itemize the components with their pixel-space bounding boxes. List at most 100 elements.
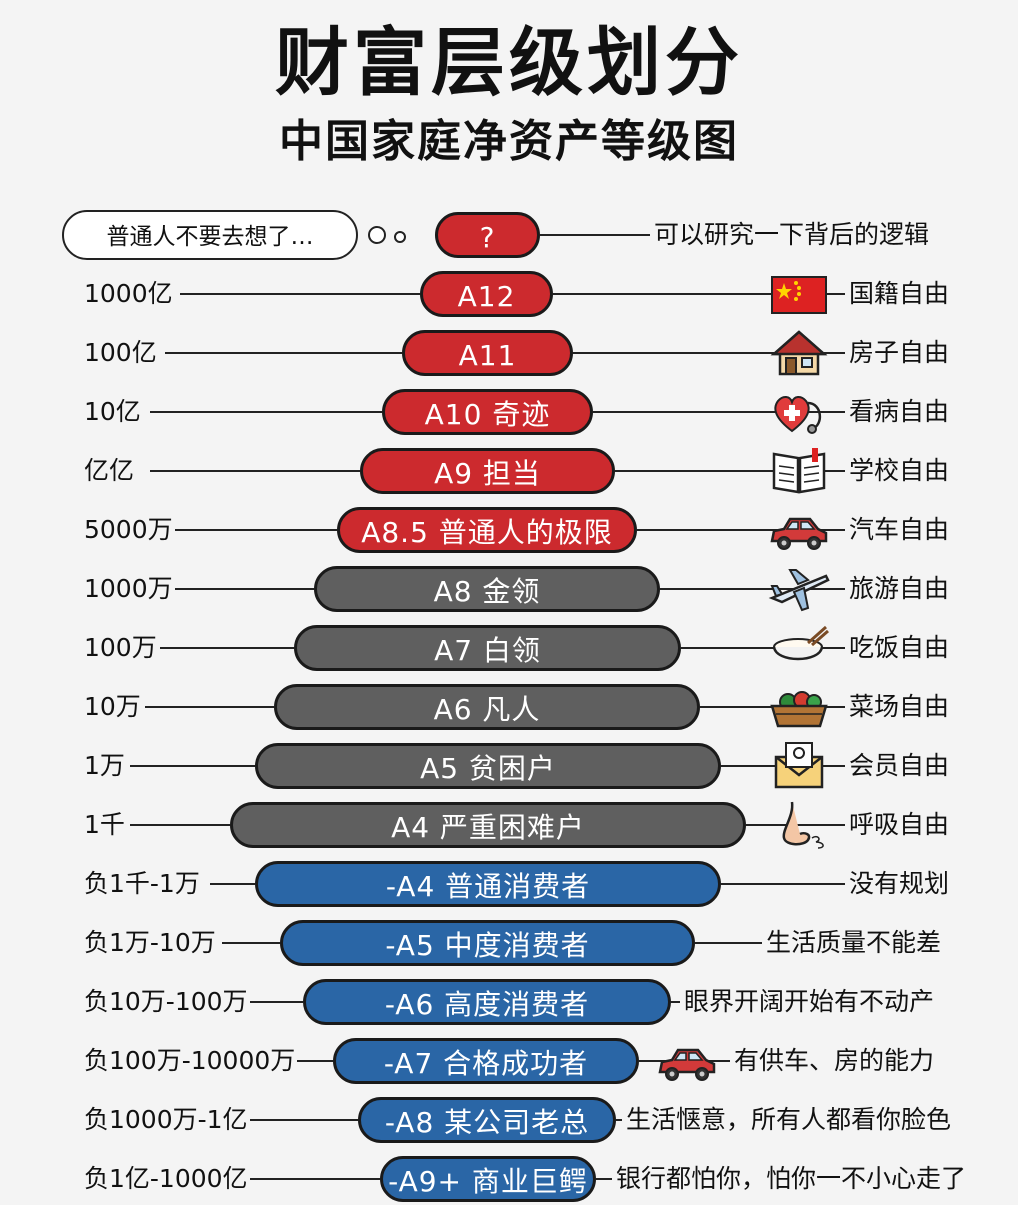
left-connector-line xyxy=(165,352,402,354)
left-connector-line xyxy=(180,293,420,295)
level-pill: A9 担当 xyxy=(360,448,615,494)
level-pill: ? xyxy=(435,212,540,258)
freedom-label: 有供车、房的能力 xyxy=(730,1038,935,1084)
left-connector-line xyxy=(130,765,255,767)
level-row: 100亿 A11 房子自由 xyxy=(0,330,1018,376)
level-row: 10亿 A10 奇迹 看病自由 xyxy=(0,389,1018,435)
net-worth-label: 负1千-1万 xyxy=(84,861,202,907)
left-connector-line xyxy=(296,1060,333,1062)
net-worth-label: 负1万-10万 xyxy=(84,920,218,966)
level-row: 亿亿 A9 担当 学校自由 xyxy=(0,448,1018,494)
level-row: 1000亿 A12 国籍自由 xyxy=(0,271,1018,317)
left-connector-line xyxy=(160,647,294,649)
level-pill: -A6 高度消费者 xyxy=(303,979,671,1025)
net-worth-label: 100亿 xyxy=(84,330,159,376)
freedom-label: 可以研究一下背后的逻辑 xyxy=(650,212,930,258)
freedom-label: 呼吸自由 xyxy=(845,802,950,848)
left-connector-line xyxy=(145,706,274,708)
level-row: 负1千-1万 -A4 普通消费者 没有规划 xyxy=(0,861,1018,907)
right-connector-line xyxy=(660,588,845,590)
net-worth-label: 1万 xyxy=(84,743,127,789)
freedom-label: 会员自由 xyxy=(845,743,950,789)
right-connector-line xyxy=(573,352,845,354)
thought-dot-icon xyxy=(368,226,386,244)
level-pill: A8.5 普通人的极限 xyxy=(337,507,637,553)
level-row: 负100万-10000万 -A7 合格成功者 有供车、房的能力 xyxy=(0,1038,1018,1084)
freedom-label: 吃饭自由 xyxy=(845,625,950,671)
net-worth-label: 5000万 xyxy=(84,507,175,553)
net-worth-label: 10万 xyxy=(84,684,143,730)
net-worth-label: 1000万 xyxy=(84,566,175,612)
net-worth-label: 负100万-10000万 xyxy=(84,1038,298,1084)
level-row: 5000万 A8.5 普通人的极限 汽车自由 xyxy=(0,507,1018,553)
right-connector-line xyxy=(540,234,650,236)
net-worth-label: 负10万-100万 xyxy=(84,979,250,1025)
left-connector-line xyxy=(130,824,230,826)
level-pill: -A7 合格成功者 xyxy=(333,1038,639,1084)
net-worth-label: 负1亿-1000亿 xyxy=(84,1156,250,1202)
right-connector-line xyxy=(616,1119,622,1121)
airplane-icon xyxy=(768,562,830,616)
level-pill: A11 xyxy=(402,330,573,376)
level-pill: -A5 中度消费者 xyxy=(280,920,695,966)
china-flag-icon xyxy=(768,267,830,321)
thought-bubble: 普通人不要去想了… xyxy=(62,210,358,260)
left-connector-line xyxy=(222,942,280,944)
page-subtitle: 中国家庭净资产等级图 xyxy=(279,116,739,167)
left-connector-line xyxy=(210,883,255,885)
level-pill: A6 凡人 xyxy=(274,684,700,730)
page-title: 财富层级划分 xyxy=(275,20,743,106)
book-icon xyxy=(768,444,830,498)
right-connector-line xyxy=(593,411,845,413)
level-pill: A10 奇迹 xyxy=(382,389,593,435)
level-row: 1000万 A8 金领 旅游自由 xyxy=(0,566,1018,612)
freedom-label: 生活质量不能差 xyxy=(762,920,942,966)
right-connector-line xyxy=(695,942,762,944)
left-connector-line xyxy=(150,470,360,472)
level-pill: A4 严重困难户 xyxy=(230,802,746,848)
freedom-label: 旅游自由 xyxy=(845,566,950,612)
net-worth-label: 10亿 xyxy=(84,389,143,435)
level-pill: -A9+ 商业巨鳄 xyxy=(380,1156,596,1202)
left-connector-line xyxy=(175,529,337,531)
level-pill: A7 白领 xyxy=(294,625,681,671)
right-connector-line xyxy=(637,529,845,531)
level-row: 负1万-10万 -A5 中度消费者 生活质量不能差 xyxy=(0,920,1018,966)
left-connector-line xyxy=(250,1178,380,1180)
freedom-label: 眼界开阔开始有不动产 xyxy=(680,979,935,1025)
house-icon xyxy=(768,326,830,380)
nose-icon xyxy=(768,798,830,852)
freedom-label: 没有规划 xyxy=(845,861,950,907)
level-row: 1万 A5 贫困户 会员自由 xyxy=(0,742,1018,789)
rice-bowl-icon xyxy=(768,621,830,675)
right-connector-line xyxy=(671,1001,680,1003)
right-connector-line xyxy=(596,1178,612,1180)
level-pill: -A4 普通消费者 xyxy=(255,861,721,907)
freedom-label: 国籍自由 xyxy=(845,271,950,317)
level-row: 100万 A7 白领 吃饭自由 xyxy=(0,625,1018,671)
right-connector-line xyxy=(615,470,845,472)
car-icon xyxy=(656,1034,718,1088)
level-row: 负10万-100万 -A6 高度消费者 眼界开阔开始有不动产 xyxy=(0,979,1018,1025)
freedom-label: 生活惬意，所有人都看你脸色 xyxy=(622,1097,952,1143)
left-connector-line xyxy=(250,1119,358,1121)
left-connector-line xyxy=(175,588,314,590)
left-connector-line xyxy=(150,411,382,413)
level-pill: A8 金领 xyxy=(314,566,660,612)
net-worth-label: 1000亿 xyxy=(84,271,175,317)
right-connector-line xyxy=(721,883,845,885)
freedom-label: 学校自由 xyxy=(845,448,950,494)
net-worth-label: 1千 xyxy=(84,802,127,848)
freedom-label: 菜场自由 xyxy=(845,684,950,730)
thought-dot-small-icon xyxy=(394,231,406,243)
freedom-label: 银行都怕你，怕你一不小心走了 xyxy=(612,1156,967,1202)
net-worth-label: 亿亿 xyxy=(84,448,137,494)
level-row: 负1000万-1亿 -A8 某公司老总 生活惬意，所有人都看你脸色 xyxy=(0,1097,1018,1143)
heart-stethoscope-icon xyxy=(768,385,830,439)
right-connector-line xyxy=(553,293,845,295)
left-connector-line xyxy=(248,1001,303,1003)
vegetable-basket-icon xyxy=(768,680,830,734)
level-pill: A5 贫困户 xyxy=(255,743,721,789)
envelope-icon xyxy=(768,739,830,793)
